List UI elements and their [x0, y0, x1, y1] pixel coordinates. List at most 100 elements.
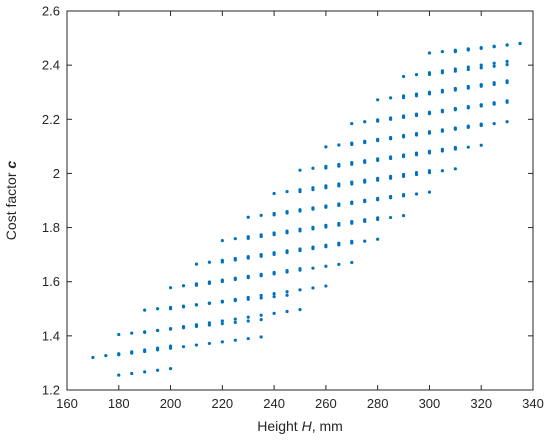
- scatter-point: [440, 169, 444, 173]
- y-tick-label: 1.6: [42, 274, 60, 289]
- scatter-point: [401, 155, 406, 159]
- scatter-point: [389, 137, 393, 141]
- scatter-point: [324, 186, 328, 190]
- scatter-point: [389, 96, 393, 100]
- scatter-point: [233, 338, 237, 342]
- scatter-point: [427, 190, 432, 194]
- scatter-point: [466, 48, 470, 52]
- scatter-point: [363, 180, 367, 184]
- scatter-point: [143, 349, 147, 354]
- scatter-point: [259, 254, 263, 258]
- scatter-point: [311, 166, 315, 170]
- scatter-point: [220, 299, 224, 303]
- scatter-point: [130, 331, 134, 335]
- scatter-point: [505, 100, 509, 104]
- scatter-point: [427, 171, 432, 175]
- scatter-point: [259, 335, 263, 339]
- y-tick-label: 2.4: [42, 58, 60, 73]
- scatter-point: [130, 371, 134, 376]
- scatter-point: [324, 284, 328, 288]
- scatter-point: [233, 277, 237, 282]
- scatter-point: [337, 143, 341, 147]
- scatter-point: [311, 227, 315, 231]
- scatter-point: [492, 122, 496, 126]
- scatter-point: [350, 241, 354, 245]
- scatter-point: [311, 207, 315, 211]
- scatter-point: [389, 176, 393, 180]
- scatter-point: [427, 51, 432, 55]
- scatter-point: [285, 211, 289, 215]
- scatter-point: [466, 106, 470, 110]
- scatter-point: [311, 266, 315, 270]
- scatter-point: [453, 167, 457, 171]
- scatter-point: [363, 120, 367, 124]
- scatter-point: [350, 221, 354, 225]
- x-tick-label: 280: [367, 396, 389, 411]
- scatter-point: [389, 215, 393, 220]
- scatter-point: [181, 284, 186, 288]
- scatter-point: [233, 297, 237, 301]
- scatter-point: [130, 351, 134, 355]
- scatter-point: [453, 69, 457, 73]
- scatter-point: [259, 274, 263, 278]
- scatter-point: [272, 233, 276, 237]
- scatter-point: [298, 268, 302, 272]
- scatter-point: [298, 168, 302, 172]
- scatter-point: [246, 256, 250, 260]
- scatter-point: [492, 64, 496, 68]
- y-axis-ticks: 1.2 1.4 1.6 1.8 2 2.2 2.4 2.6: [42, 4, 533, 398]
- scatter-point: [363, 199, 367, 204]
- scatter-point: [246, 276, 250, 280]
- scatter-point: [505, 59, 509, 63]
- scatter-point: [298, 209, 302, 213]
- scatter-point: [440, 129, 444, 133]
- scatter-point: [376, 98, 380, 102]
- scatter-point: [492, 102, 496, 106]
- scatter-point: [246, 336, 250, 341]
- scatter-point: [376, 178, 380, 182]
- scatter-point: [324, 145, 328, 149]
- y-tick-label: 2.2: [42, 112, 60, 127]
- scatter-point: [259, 318, 263, 322]
- scatter-point: [492, 61, 496, 65]
- scatter-point: [518, 41, 522, 46]
- scatter-point: [453, 147, 457, 151]
- scatter-point: [324, 245, 328, 249]
- scatter-point: [143, 370, 147, 374]
- scatter-point: [401, 96, 406, 100]
- scatter-point: [376, 119, 380, 123]
- scatter-point: [117, 373, 121, 377]
- scatter-point: [285, 290, 289, 294]
- scatter-point: [389, 117, 393, 121]
- scatter-point: [479, 84, 483, 88]
- scatter-point: [427, 112, 432, 116]
- scatter-point: [181, 305, 186, 309]
- scatter-point: [440, 50, 444, 54]
- scatter-point: [466, 65, 470, 69]
- scatter-point: [156, 307, 160, 311]
- scatter-point: [479, 104, 483, 108]
- scatter-point: [479, 123, 483, 128]
- scatter-point: [104, 354, 108, 358]
- scatter-point: [272, 213, 276, 217]
- scatter-point: [298, 288, 302, 292]
- scatter-point: [117, 353, 121, 357]
- scatter-point: [220, 238, 224, 243]
- scatter-point: [233, 258, 237, 262]
- scatter-point: [272, 292, 276, 296]
- scatter-point: [233, 320, 237, 324]
- scatter-point: [337, 203, 341, 207]
- scatter-point: [466, 67, 470, 72]
- x-tick-label: 200: [160, 396, 182, 411]
- scatter-point: [427, 151, 432, 155]
- scatter-point: [246, 315, 250, 319]
- scatter-point: [246, 236, 250, 240]
- data-points: [91, 41, 522, 377]
- x-tick-label: 240: [263, 396, 285, 411]
- scatter-point: [324, 166, 328, 170]
- scatter-point: [207, 260, 211, 264]
- scatter-point: [376, 139, 380, 143]
- scatter-point: [427, 72, 432, 76]
- scatter-point: [414, 172, 419, 177]
- y-axis-label: Cost factor c: [3, 161, 19, 241]
